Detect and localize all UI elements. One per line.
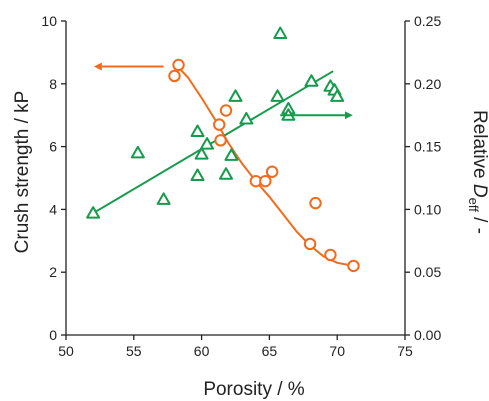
y-right-tick-label: 0.05: [414, 264, 441, 280]
y-axis-right-title-suffix: / -: [469, 212, 489, 234]
data-point-circle: [213, 118, 226, 131]
data-point-circle: [214, 134, 227, 147]
direction-arrows: [93, 62, 353, 120]
y-axis-right-title-symbol: D: [469, 184, 489, 198]
data-point-triangle: [273, 26, 288, 40]
data-point-circle: [168, 69, 181, 83]
y-right-tick-label: 0.00: [414, 327, 441, 343]
data-point-triangle: [194, 147, 209, 160]
y-right-tick-label: 0.10: [414, 201, 441, 217]
x-tick-label: 55: [126, 343, 142, 359]
y-axis-right-title-subscript: eff: [466, 198, 481, 213]
x-tick-label: 70: [329, 343, 345, 359]
data-point-circle: [259, 174, 272, 188]
data-point-triangle: [156, 192, 171, 205]
y-left-tick-label: 2: [49, 264, 57, 280]
y-left-tick-label: 8: [49, 76, 57, 92]
y-right-tick-label: 0.25: [414, 13, 441, 29]
x-tick-label: 75: [397, 343, 413, 359]
fit-lines: [92, 62, 354, 267]
data-point-triangle: [200, 137, 215, 150]
x-tick-label: 60: [194, 343, 210, 359]
data-point-triangle: [239, 111, 254, 125]
data-point-triangle: [228, 89, 243, 102]
data-point-triangle: [130, 145, 145, 159]
data-point-circle: [172, 58, 185, 72]
data-point-triangle: [219, 167, 234, 180]
y-right-tick-label: 0.15: [414, 139, 441, 155]
data-point-triangle: [224, 148, 239, 161]
data-point-circle: [265, 165, 279, 178]
fit-line-relative-deff: [92, 70, 334, 215]
data-point-triangle: [330, 89, 345, 102]
x-axis-title: Porosity / %: [203, 379, 304, 400]
x-tick-label: 65: [262, 343, 278, 359]
y-axis-left-title: Crush strength / kP: [12, 91, 33, 254]
y-axis-right: 0.00 0.05 0.10 0.15 0.20 0.25: [405, 13, 441, 343]
x-tick-label: 50: [58, 343, 74, 359]
data-point-triangle: [86, 206, 101, 219]
y-left-tick-label: 6: [49, 139, 57, 155]
y-axis-left: 0 2 4 6 8 10: [41, 13, 66, 343]
y-axis-right-title: Relative Deff / -: [466, 110, 489, 234]
y-right-tick-label: 0.20: [414, 76, 441, 92]
plot-frame: [65, 21, 406, 336]
data-point-circle: [347, 259, 360, 273]
fit-line-crush-strength: [173, 62, 354, 267]
data-point-circle: [219, 104, 233, 117]
y-axis-right-title-prefix: Relative: [469, 110, 489, 184]
data-point-triangle: [190, 124, 205, 138]
x-axis: 50 55 60 65 70 75: [58, 335, 413, 359]
data-point-circle: [309, 196, 322, 210]
data-point-circle: [303, 237, 317, 251]
y-left-tick-label: 0: [49, 327, 57, 343]
data-point-triangle: [270, 89, 285, 102]
data-point-triangle: [304, 74, 319, 87]
y-left-tick-label: 4: [49, 201, 57, 217]
data-markers: [86, 26, 360, 273]
data-point-triangle: [190, 168, 205, 181]
data-point-circle: [324, 248, 337, 262]
y-left-tick-label: 10: [41, 13, 57, 29]
